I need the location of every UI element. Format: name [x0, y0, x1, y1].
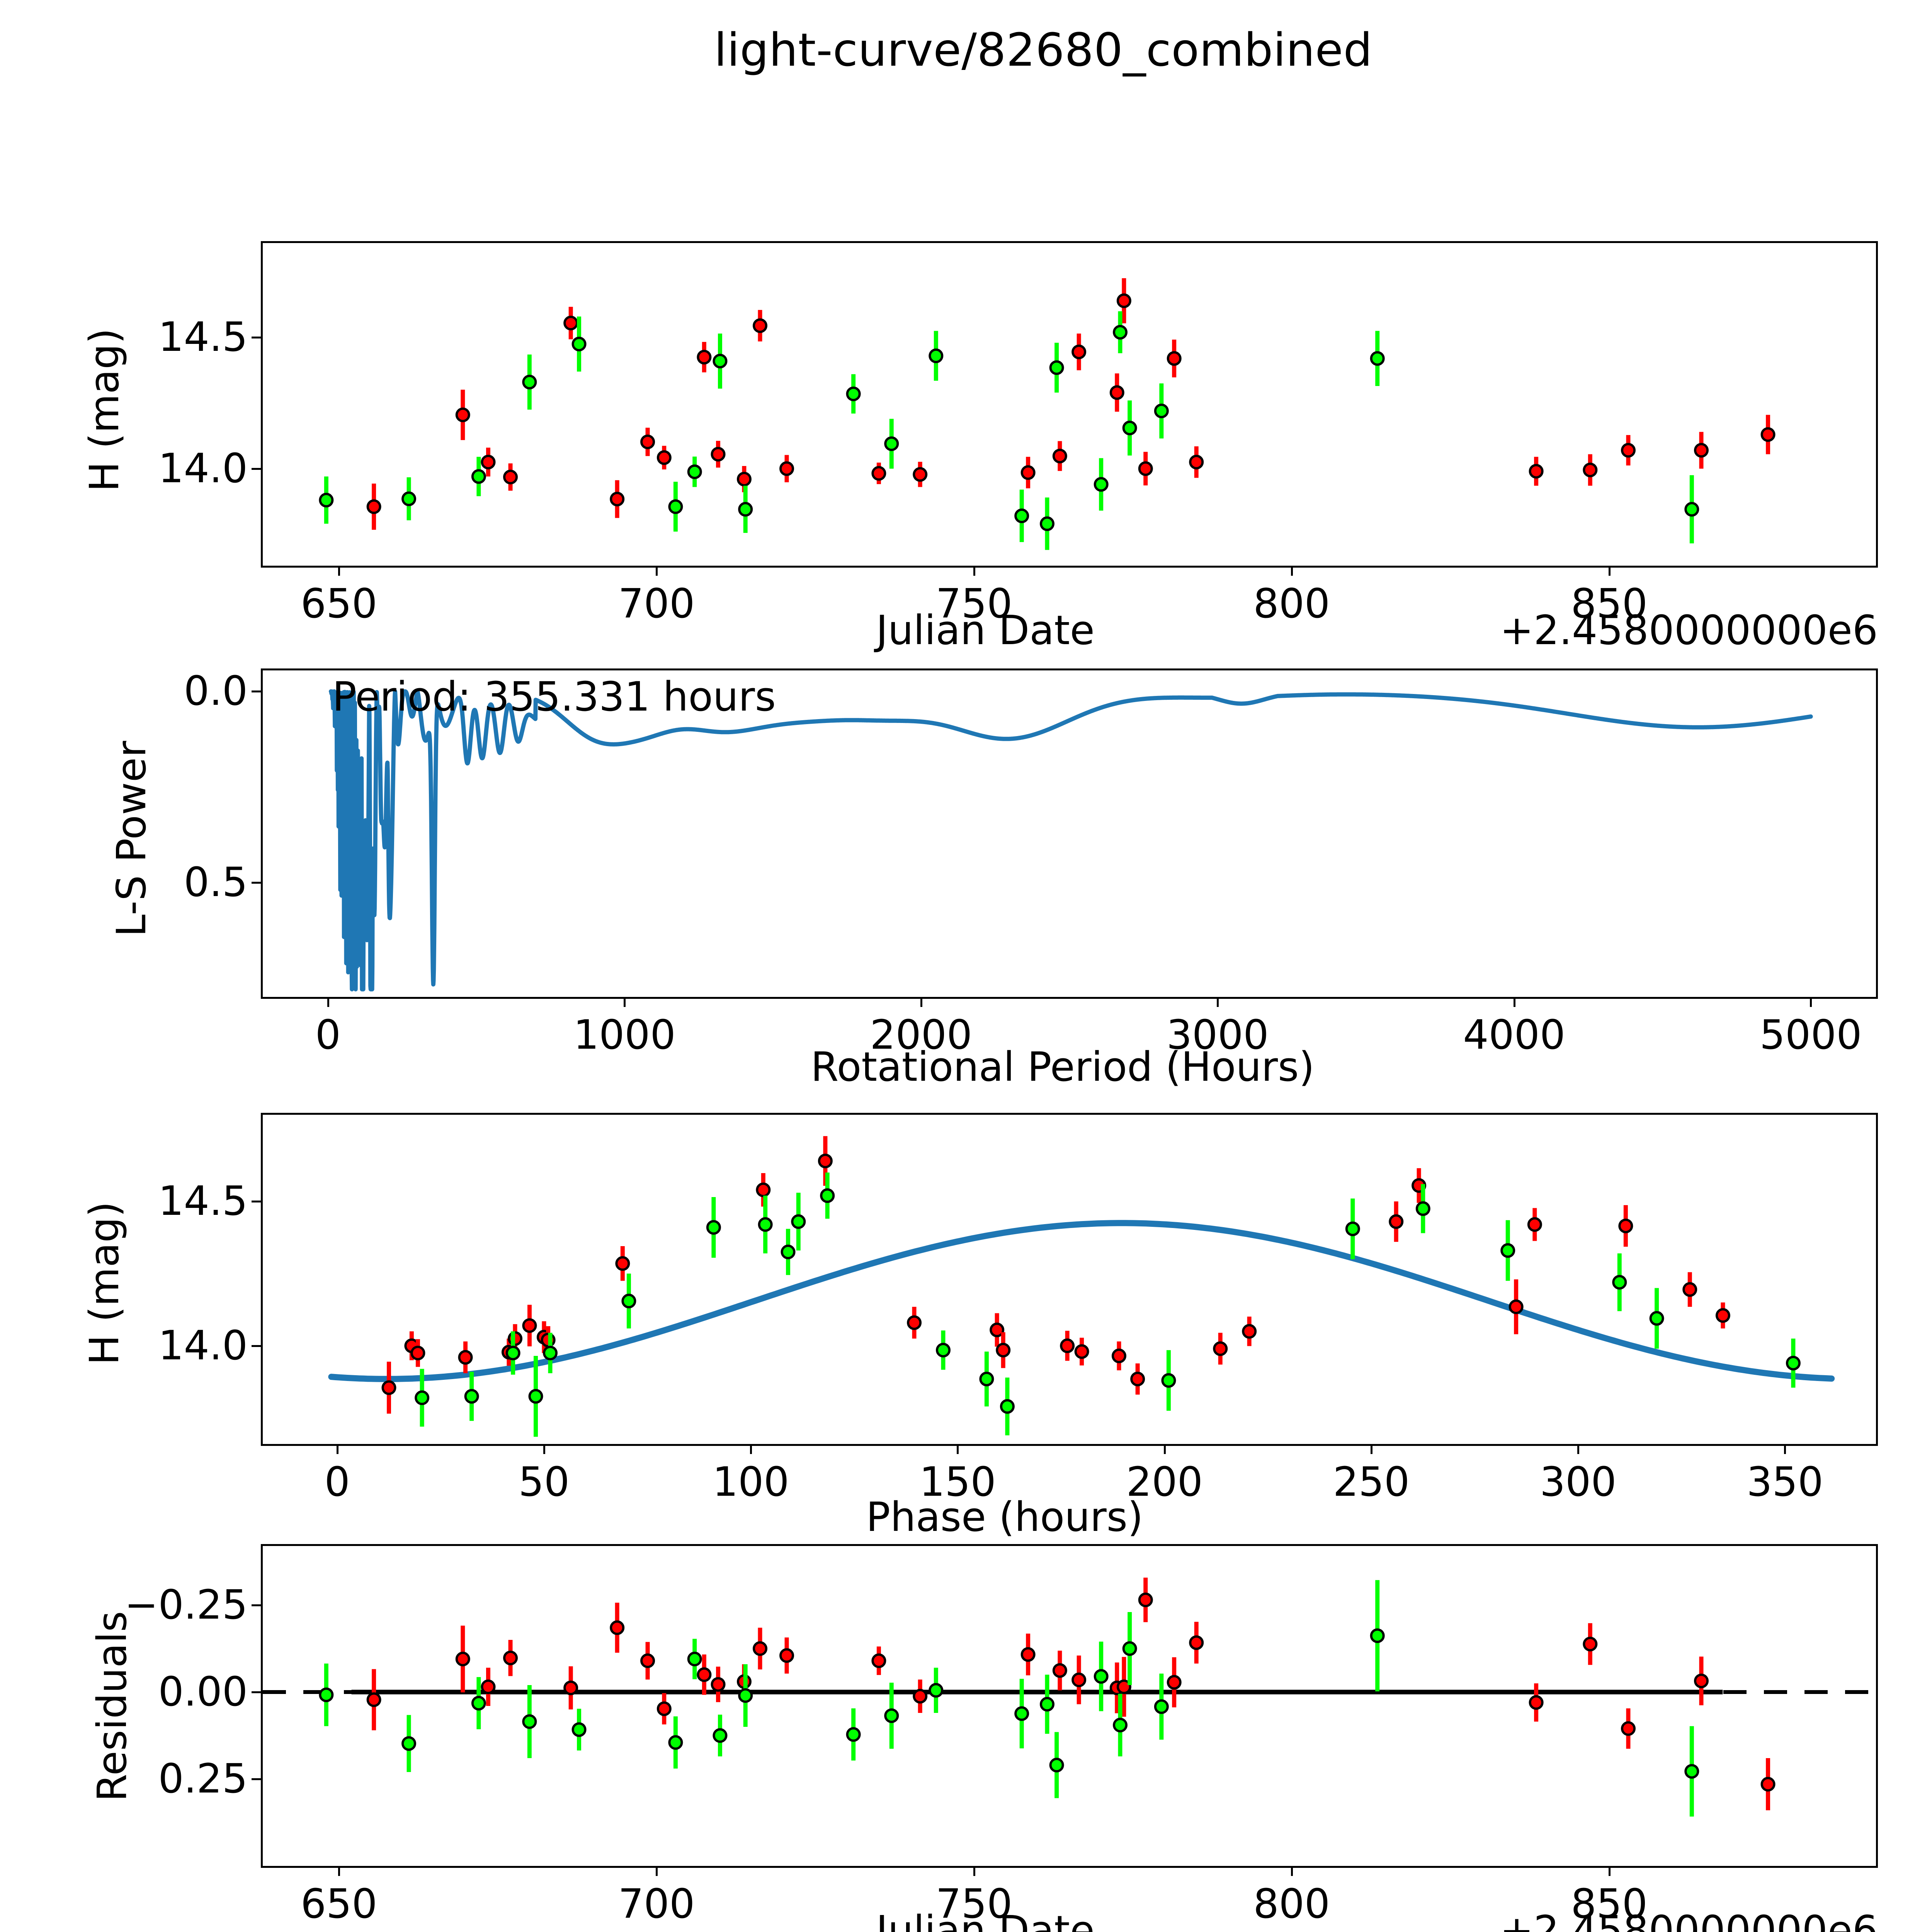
residuals-panel: [261, 1544, 1878, 1868]
y-tick-mark: [252, 1778, 262, 1780]
x-tick-label: 350: [1747, 1458, 1823, 1505]
x-tick-label: 4000: [1463, 1011, 1566, 1058]
x-tick-mark: [1291, 566, 1293, 576]
x-tick-label: 700: [618, 1880, 695, 1927]
y-tick-label: 0.25: [158, 1755, 248, 1802]
y-tick-mark: [252, 468, 262, 470]
x-tick-mark: [1217, 997, 1219, 1007]
figure-title: light-curve/82680_combined: [714, 23, 1372, 77]
y-tick-mark: [252, 1345, 262, 1347]
x-tick-label: 5000: [1759, 1011, 1862, 1058]
x-tick-label: 0: [315, 1011, 341, 1058]
x-tick-mark: [1513, 997, 1515, 1007]
period-annotation: Period: 355.331 hours: [332, 673, 776, 720]
phase-folded-xlabel: Phase (hours): [866, 1493, 1143, 1541]
x-tick-label: 850: [1571, 1880, 1648, 1927]
y-tick-label: 0.0: [184, 667, 248, 715]
x-tick-mark: [543, 1444, 545, 1454]
y-tick-label: 14.5: [158, 313, 248, 361]
x-tick-label: 0: [324, 1458, 350, 1505]
y-tick-mark: [252, 337, 262, 339]
x-tick-label: 100: [712, 1458, 789, 1505]
light-curve-x-offset: +2.4580000000e6: [1500, 607, 1878, 654]
x-tick-label: 750: [935, 580, 1013, 627]
x-tick-label: 300: [1539, 1458, 1617, 1505]
periodogram-panel: [261, 668, 1878, 999]
x-tick-label: 700: [618, 580, 695, 627]
x-tick-label: 650: [300, 1880, 378, 1927]
y-tick-label: 14.5: [158, 1177, 248, 1225]
x-tick-mark: [1810, 997, 1812, 1007]
x-tick-mark: [1163, 1444, 1166, 1454]
x-tick-mark: [1608, 1866, 1611, 1876]
residuals-xlabel: Julian Date: [876, 1907, 1095, 1932]
x-tick-label: 800: [1253, 580, 1330, 627]
x-tick-label: 50: [518, 1458, 570, 1505]
y-tick-label: 0.00: [158, 1668, 248, 1715]
y-tick-mark: [252, 1691, 262, 1693]
x-tick-label: 850: [1571, 580, 1648, 627]
x-tick-mark: [973, 566, 975, 576]
y-tick-label: 0.5: [184, 858, 248, 906]
y-tick-mark: [252, 1201, 262, 1203]
y-tick-mark: [252, 881, 262, 884]
y-tick-mark: [252, 1604, 262, 1606]
y-tick-label: 14.0: [158, 444, 248, 492]
y-tick-mark: [252, 690, 262, 693]
periodogram-ylabel: L-S Power: [108, 741, 155, 937]
x-tick-label: 800: [1253, 1880, 1330, 1927]
phase-folded-panel: [261, 1113, 1878, 1446]
phase-folded-plot: [328, 1136, 1835, 1437]
x-tick-mark: [656, 566, 658, 576]
y-tick-label: −0.25: [124, 1581, 248, 1628]
periodogram-xlabel: Rotational Period (Hours): [811, 1043, 1315, 1090]
x-tick-mark: [338, 566, 340, 576]
x-tick-label: 250: [1333, 1458, 1410, 1505]
y-tick-label: 14.0: [158, 1321, 248, 1369]
residuals-x-offset: +2.4580000000e6: [1500, 1907, 1878, 1932]
x-tick-label: 200: [1126, 1458, 1203, 1505]
x-tick-mark: [1608, 566, 1611, 576]
x-tick-mark: [973, 1866, 975, 1876]
light-curve-xlabel: Julian Date: [876, 607, 1095, 654]
x-tick-label: 2000: [870, 1011, 973, 1058]
x-tick-mark: [624, 997, 626, 1007]
light-curve-panel: [261, 241, 1878, 568]
x-tick-mark: [1577, 1444, 1580, 1454]
x-tick-label: 1000: [573, 1011, 676, 1058]
x-tick-mark: [1370, 1444, 1372, 1454]
x-tick-label: 750: [935, 1880, 1013, 1927]
periodogram-plot: [329, 689, 1813, 992]
x-tick-mark: [327, 997, 329, 1007]
x-tick-mark: [336, 1444, 338, 1454]
x-tick-mark: [338, 1866, 340, 1876]
x-tick-mark: [957, 1444, 959, 1454]
light-curve-plot: [319, 278, 1776, 550]
x-tick-label: 150: [919, 1458, 996, 1505]
x-tick-label: 650: [300, 580, 378, 627]
x-tick-mark: [1291, 1866, 1293, 1876]
x-tick-mark: [1784, 1444, 1786, 1454]
x-tick-mark: [656, 1866, 658, 1876]
x-tick-mark: [750, 1444, 752, 1454]
x-tick-label: 3000: [1166, 1011, 1269, 1058]
x-tick-mark: [920, 997, 922, 1007]
residuals-plot: [263, 1577, 1876, 1817]
